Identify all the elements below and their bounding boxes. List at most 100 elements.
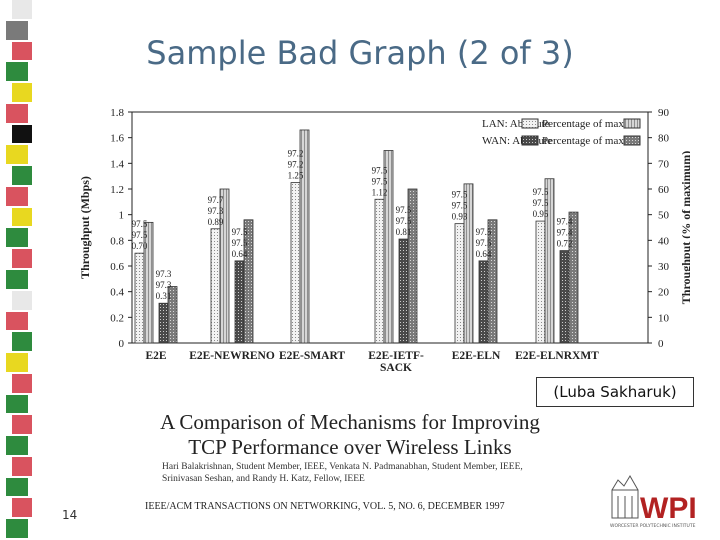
- data-label: 97.5: [132, 230, 148, 240]
- stripe-block: [12, 166, 32, 185]
- data-label: 97.5: [372, 165, 388, 175]
- logo-subtext: WORCESTER POLYTECHNIC INSTITUTE: [610, 523, 696, 529]
- legend-label: Percentage of max: [542, 118, 624, 130]
- data-label: 97.7: [208, 195, 224, 205]
- data-label: 97.5: [476, 238, 492, 248]
- legend-swatch: [521, 118, 539, 129]
- y2-tick-label: 20: [658, 287, 670, 299]
- stripe-block: [12, 0, 32, 19]
- data-label: 1.12: [372, 187, 388, 197]
- y-tick-label: 0.2: [110, 312, 124, 324]
- stripe-block: [6, 436, 28, 455]
- data-label: 97.5: [396, 216, 412, 226]
- stripe-block: [12, 83, 32, 102]
- stripe-block: [6, 311, 28, 331]
- y-tick-label: 1.2: [110, 184, 124, 196]
- paper-title-line-1: A Comparison of Mechanisms for Improving: [160, 410, 540, 434]
- legend-label: LAN: Absolute: [482, 118, 550, 130]
- legend-label: Percentage of max: [542, 135, 624, 147]
- bar: [299, 129, 310, 344]
- bar: [143, 221, 154, 344]
- y-tick-label: 0.8: [110, 235, 124, 247]
- slide-number: 14: [62, 508, 78, 522]
- legend-swatch: [623, 118, 641, 129]
- bar: [219, 188, 230, 344]
- bar: [167, 286, 178, 344]
- paper-title-line-2: TCP Performance over Wireless Links: [188, 435, 512, 459]
- bar: [383, 150, 394, 344]
- stripe-block: [6, 62, 28, 82]
- legend-swatch: [623, 135, 641, 146]
- bar: [454, 223, 465, 344]
- wpi-logo: WPI WORCESTER POLYTECHNIC INSTITUTE: [610, 475, 697, 529]
- data-label: 97.5: [232, 227, 248, 237]
- y-tick-label: 1.6: [110, 133, 124, 145]
- stripe-block: [6, 477, 28, 497]
- data-label: 0.72: [557, 239, 573, 249]
- data-label: 0.64: [476, 249, 492, 259]
- data-label: 97.3: [208, 206, 224, 216]
- data-label: 0.93: [452, 212, 468, 222]
- bar: [463, 183, 474, 344]
- paper-authors: Hari Balakrishnan, Student Member, IEEE,…: [162, 461, 562, 485]
- data-label: 97.5: [452, 190, 468, 200]
- data-label: 97.5: [452, 201, 468, 211]
- data-label: 97.5: [533, 198, 549, 208]
- y2-tick-label: 0: [658, 338, 664, 350]
- y2-tick-label: 90: [658, 107, 670, 119]
- data-label: 97.5: [476, 227, 492, 237]
- y2-tick-label: 40: [658, 235, 670, 247]
- stripe-block: [6, 145, 28, 165]
- bar: [559, 250, 570, 344]
- y-axis-label: Throughput (Mbps): [78, 176, 92, 279]
- paper-authors-line-1: Hari Balakrishnan, Student Member, IEEE,…: [162, 462, 523, 472]
- y2-tick-label: 70: [658, 158, 670, 170]
- bar: [398, 238, 409, 344]
- y-tick-label: 0.4: [110, 287, 124, 299]
- decorative-color-stripe: [0, 0, 42, 540]
- legend-swatch: [521, 135, 539, 146]
- stripe-block: [6, 270, 28, 289]
- paper-authors-line-2: Srinivasan Seshan, and Randy H. Katz, Fe…: [162, 474, 365, 484]
- y2-tick-label: 50: [658, 210, 670, 222]
- data-label: 0.70: [132, 241, 148, 251]
- slide-title: Sample Bad Graph (2 of 3): [146, 34, 574, 72]
- data-label: 0.89: [208, 217, 224, 227]
- y-tick-label: 0.6: [110, 261, 124, 273]
- x-tick-label: E2E-ELN: [452, 350, 501, 362]
- data-label: 0.31: [156, 291, 172, 301]
- y2-tick-label: 80: [658, 133, 670, 145]
- y2-axis-label: Throughput (% of maximum): [679, 151, 690, 304]
- bar: [487, 219, 498, 344]
- stripe-block: [6, 103, 28, 123]
- x-tick-label: E2E-SMART: [279, 350, 345, 362]
- data-label: 1.25: [288, 171, 304, 181]
- data-label: 97.5: [132, 219, 148, 229]
- data-label: 0.64: [232, 249, 248, 259]
- stripe-block: [12, 249, 32, 268]
- y-tick-label: 1.8: [110, 107, 124, 119]
- bar: [290, 182, 301, 344]
- x-tick-label: E2E: [145, 350, 166, 362]
- bar: [158, 302, 169, 344]
- bar: [478, 260, 489, 344]
- bar: [407, 188, 418, 344]
- x-tick-label: E2E-ELNRXMT: [515, 350, 599, 362]
- stripe-block: [12, 332, 32, 352]
- bar: [535, 220, 546, 344]
- bar: [134, 252, 145, 344]
- data-label: 97.5: [372, 176, 388, 186]
- data-label: 97.2: [288, 160, 304, 170]
- y2-tick-label: 30: [658, 261, 670, 273]
- bar: [234, 260, 245, 344]
- paper-title: A Comparison of Mechanisms for Improving…: [140, 410, 560, 460]
- bar: [243, 219, 254, 344]
- throughput-bar-chart: 00.20.40.60.811.21.41.61.801020304050607…: [78, 107, 690, 374]
- credit-box: (Luba Sakharuk): [536, 377, 694, 407]
- x-tick-label-line-1: E2E-IETF-: [368, 350, 424, 362]
- stripe-block: [12, 207, 32, 227]
- data-label: 97.5: [232, 238, 248, 248]
- data-label: 97.3: [156, 269, 172, 279]
- stripe-block: [12, 290, 32, 310]
- y2-tick-label: 60: [658, 184, 670, 196]
